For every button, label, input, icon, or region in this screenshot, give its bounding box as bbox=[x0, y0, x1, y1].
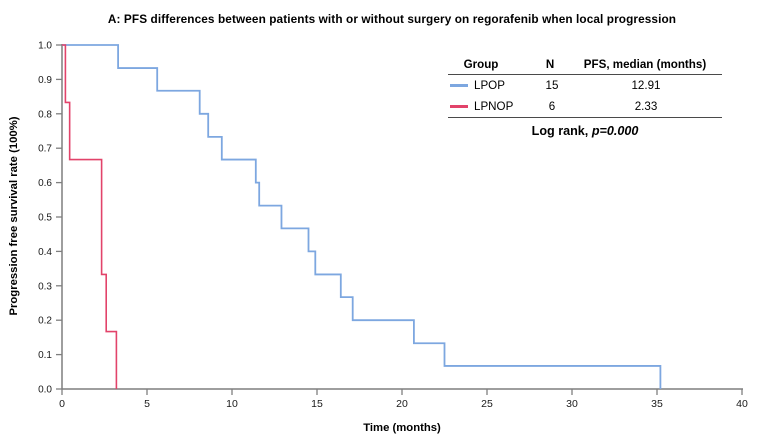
y-tick-label: 0.5 bbox=[38, 213, 52, 224]
chart-title: A: PFS differences between patients with… bbox=[107, 12, 677, 26]
legend-header-n: N bbox=[545, 58, 555, 71]
y-tick-label: 0.7 bbox=[38, 144, 52, 155]
x-tick-label: 25 bbox=[481, 398, 493, 410]
legend-median-value: 2.33 bbox=[634, 100, 658, 113]
x-tick-label: 20 bbox=[396, 398, 408, 410]
x-tick-label: 35 bbox=[651, 398, 663, 410]
legend-group-name: LPOP bbox=[474, 79, 505, 92]
y-tick-label: 0.1 bbox=[38, 350, 52, 361]
x-tick-label: 40 bbox=[736, 398, 748, 410]
survival-curve-lpop bbox=[62, 44, 662, 389]
y-tick-label: 0.3 bbox=[38, 281, 52, 292]
y-tick-label: 0.8 bbox=[38, 109, 52, 120]
x-tick-label: 5 bbox=[144, 398, 150, 410]
x-axis-title: Time (months) bbox=[363, 422, 441, 434]
log-rank-statistic: Log rank, p=0.000 bbox=[531, 124, 639, 138]
legend-group-name: LPNOP bbox=[474, 100, 514, 113]
y-tick-label: 1.0 bbox=[38, 41, 52, 52]
y-tick-label: 0.6 bbox=[38, 178, 52, 189]
legend-median-value: 12.91 bbox=[631, 79, 661, 92]
survival-curve-lpnop bbox=[62, 44, 118, 389]
legend-row-lpnop: LPNOP 6 2.33 bbox=[448, 96, 722, 117]
legend-n-value: 6 bbox=[548, 100, 556, 113]
x-tick-label: 30 bbox=[566, 398, 578, 410]
lpnop-line-swatch-icon bbox=[450, 105, 468, 108]
lpop-line-swatch-icon bbox=[450, 84, 468, 87]
legend-body: LPOP 15 12.91 LPNOP 6 2.33 bbox=[448, 75, 722, 118]
legend-n-value: 15 bbox=[545, 79, 559, 92]
y-tick-label: 0.9 bbox=[38, 75, 52, 86]
x-tick-label: 15 bbox=[311, 398, 323, 410]
legend-header-row: Group N PFS, median (months) bbox=[448, 55, 722, 75]
legend-header-median: PFS, median (months) bbox=[583, 58, 707, 71]
legend-row-lpop: LPOP 15 12.91 bbox=[448, 75, 722, 96]
y-tick-label: 0.4 bbox=[38, 247, 52, 258]
y-tick-label: 0.2 bbox=[38, 316, 52, 327]
legend-header-group: Group bbox=[463, 58, 499, 71]
legend-table: Group N PFS, median (months) LPOP 15 12.… bbox=[448, 55, 722, 138]
x-tick-label: 10 bbox=[226, 398, 238, 410]
y-tick-label: 0.0 bbox=[38, 385, 52, 396]
x-tick-label: 0 bbox=[59, 398, 65, 410]
p-value: p=0.000 bbox=[591, 124, 639, 138]
